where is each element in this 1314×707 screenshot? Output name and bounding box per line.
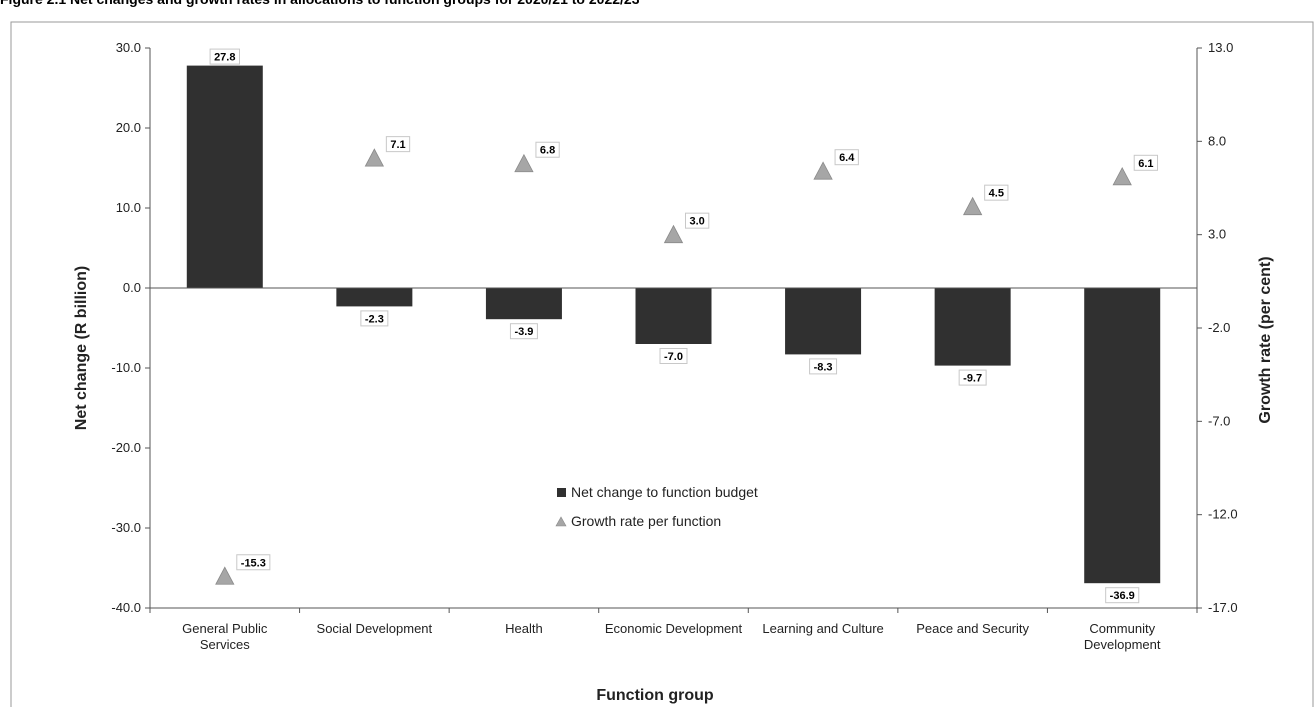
- bar: [785, 288, 862, 355]
- triangle-data-label-box: [685, 212, 710, 229]
- bar-data-label: -7.0: [664, 351, 683, 363]
- y2-tick-label: -17.0: [1208, 600, 1238, 615]
- legend-triangle-swatch: [555, 516, 567, 527]
- bar-data-label-box: [659, 348, 688, 364]
- y-tick-label: -40.0: [111, 600, 141, 615]
- category-label: Economic Development: [605, 621, 743, 636]
- bar: [485, 288, 562, 320]
- bar-data-label: -9.7: [963, 373, 982, 385]
- legend-triangle-label: Growth rate per function: [571, 513, 721, 529]
- bar-data-label-box: [958, 369, 987, 386]
- bar-data-label-box: [509, 323, 538, 340]
- triangle-marker: [514, 153, 534, 173]
- category-label: Social Development: [317, 621, 433, 636]
- y2-tick-label: -7.0: [1208, 413, 1230, 428]
- bar-data-label: 27.8: [214, 52, 235, 64]
- category-label: Health: [505, 621, 543, 636]
- bar-data-label-box: [209, 48, 240, 65]
- bar-data-label-group: -36.9: [1105, 587, 1140, 604]
- category-label: Services: [200, 637, 250, 652]
- triangle-data-label: 6.4: [839, 152, 855, 164]
- triangle-marker: [663, 224, 684, 244]
- triangle-data-label: 6.1: [1138, 158, 1153, 170]
- triangle-data-label-group: 4.5: [984, 184, 1009, 201]
- y-axis-left-title: Net change (R billion): [73, 266, 90, 430]
- bar-data-label: -2.3: [365, 313, 384, 325]
- bar-data-label-box: [809, 358, 838, 375]
- category-label: Development: [1084, 637, 1161, 652]
- triangle-data-label-box: [236, 554, 271, 571]
- bar-data-label-group: 27.8: [209, 48, 240, 65]
- triangle-marker: [215, 566, 235, 585]
- triangle-marker: [813, 161, 833, 180]
- y2-tick-label: -12.0: [1208, 507, 1238, 522]
- bar: [635, 288, 712, 344]
- triangle-data-label: 6.8: [540, 145, 555, 157]
- bar: [1084, 288, 1161, 584]
- triangle-data-label-group: 6.1: [1133, 154, 1159, 171]
- triangle-data-label-box: [1133, 154, 1159, 171]
- bar: [336, 288, 413, 307]
- triangle-data-label-group: 7.1: [385, 136, 411, 153]
- triangle-data-label-group: -15.3: [236, 554, 271, 571]
- bar-data-label-group: -2.3: [360, 310, 389, 327]
- category-label: Peace and Security: [916, 621, 1029, 636]
- category-label: General Public: [182, 621, 268, 636]
- y-tick-label: 20.0: [116, 120, 141, 135]
- chart-border: [10, 21, 1314, 707]
- bar-data-label-group: -3.9: [509, 323, 538, 340]
- triangle-data-label: -15.3: [241, 557, 266, 569]
- triangle-data-label-group: 6.8: [535, 141, 560, 158]
- triangle-data-label: 3.0: [690, 216, 705, 228]
- bar-data-label: -3.9: [514, 326, 533, 338]
- y-axis-right: 13.0 8.0 3.0 -2.0 -7.0 -12.0 -17.0: [1197, 40, 1238, 615]
- triangle-data-label-group: 6.4: [834, 149, 859, 166]
- triangle-data-label-box: [834, 149, 859, 166]
- legend-bar-swatch: [557, 488, 566, 497]
- legend: Net change to function budget Growth rat…: [555, 484, 758, 529]
- y-tick-label: 10.0: [116, 200, 141, 215]
- legend-bar-label: Net change to function budget: [571, 484, 758, 500]
- bar-data-label-box: [1105, 587, 1140, 604]
- figure-title: Figure 2.1 Net changes and growth rates …: [0, 0, 1314, 11]
- y2-tick-label: 13.0: [1208, 40, 1233, 55]
- bar: [186, 65, 263, 288]
- y2-tick-label: 3.0: [1208, 227, 1226, 242]
- triangle-data-label-box: [535, 141, 560, 158]
- triangle-data-label-box: [385, 136, 411, 153]
- y-tick-label: -10.0: [111, 360, 141, 375]
- y-axis-right-title: Growth rate (per cent): [1257, 256, 1274, 423]
- bar-data-label: -8.3: [814, 361, 833, 373]
- triangle-marker: [1112, 166, 1132, 186]
- y-tick-label: -30.0: [111, 520, 141, 535]
- bar-data-label-box: [360, 310, 389, 327]
- bar-data-label: -36.9: [1110, 590, 1135, 602]
- bar: [934, 288, 1011, 366]
- bar-data-label-group: -8.3: [809, 358, 838, 375]
- triangle-data-label-box: [984, 184, 1009, 201]
- bar-data-label-group: -7.0: [659, 348, 688, 364]
- triangle-marker: [962, 196, 983, 216]
- y-axis-left: 30.0 20.0 10.0 0.0 -10.0 -20.0 -30.0 -40.0: [111, 40, 150, 615]
- triangle-series: -15.3 7.1 6.8 3.0 6.4 4.5 6.1: [215, 136, 1159, 585]
- x-axis-title: Function group: [596, 687, 714, 704]
- y2-tick-label: 8.0: [1208, 133, 1226, 148]
- triangle-data-label: 7.1: [390, 139, 405, 151]
- bar-data-label-group: -9.7: [958, 369, 987, 386]
- category-label: Community: [1089, 621, 1155, 636]
- bar-series: 27.8 -2.3 -3.9 -7.0 -8.3 -9.7 -36.9: [186, 48, 1161, 604]
- category-label: Learning and Culture: [762, 621, 883, 636]
- y-tick-label: -20.0: [111, 440, 141, 455]
- y-tick-label: 30.0: [116, 40, 141, 55]
- y-tick-label: 0.0: [123, 280, 141, 295]
- triangle-data-label: 4.5: [989, 188, 1004, 200]
- triangle-data-label-group: 3.0: [685, 212, 710, 229]
- triangle-marker: [364, 148, 385, 167]
- y2-tick-label: -2.0: [1208, 320, 1230, 335]
